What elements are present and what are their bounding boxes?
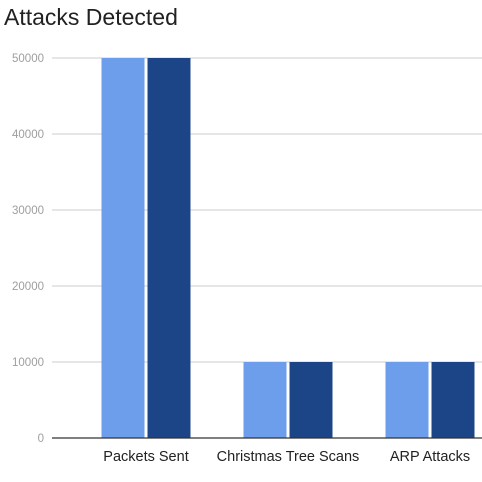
- bar-christmas-tree-scans-series-2: [289, 362, 333, 438]
- y-tick-label: 40000: [12, 129, 44, 141]
- y-tick-label: 20000: [12, 281, 44, 293]
- bar-packets-sent-series-2: [147, 58, 191, 438]
- y-tick-label: 0: [38, 433, 44, 445]
- x-category-label: Christmas Tree Scans: [217, 449, 360, 465]
- x-category-label: ARP Attacks: [390, 449, 470, 465]
- y-tick-label: 30000: [12, 205, 44, 217]
- y-tick-label: 50000: [12, 53, 44, 65]
- chart-title: Attacks Detected: [4, 4, 178, 30]
- bar-christmas-tree-scans-series-1: [243, 362, 287, 438]
- bar-arp-attacks-series-1: [385, 362, 429, 438]
- x-axis-category-labels: Packets Sent Christmas Tree Scans ARP Atta…: [103, 449, 470, 465]
- bars: [101, 58, 475, 438]
- y-axis-tick-labels: 0 10000 20000 30000 40000 50000: [12, 53, 44, 445]
- bar-packets-sent-series-1: [101, 58, 145, 438]
- bar-arp-attacks-series-2: [431, 362, 475, 438]
- x-category-label: Packets Sent: [103, 449, 188, 465]
- y-tick-label: 10000: [12, 357, 44, 369]
